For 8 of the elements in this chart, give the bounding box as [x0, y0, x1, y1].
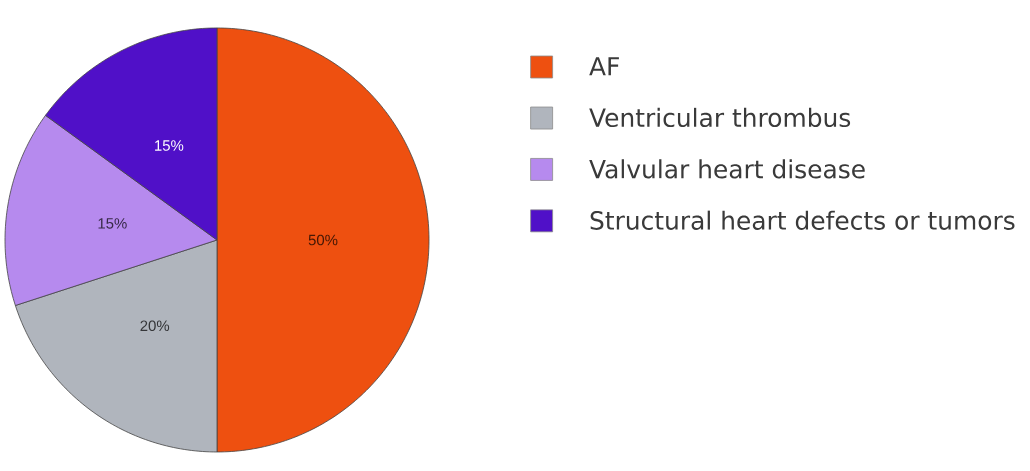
legend-label: AF — [589, 57, 619, 76]
data-label: 50% — [308, 234, 338, 246]
data-label: 15% — [155, 140, 184, 151]
legend-label: Valvular heart disease — [589, 159, 865, 179]
data-label: 20% — [140, 320, 170, 332]
legend-label: Structural heart defects or tumors — [590, 210, 1015, 230]
legend-label: Ventricular thrombus — [589, 107, 851, 128]
data-label: 15% — [98, 218, 127, 229]
